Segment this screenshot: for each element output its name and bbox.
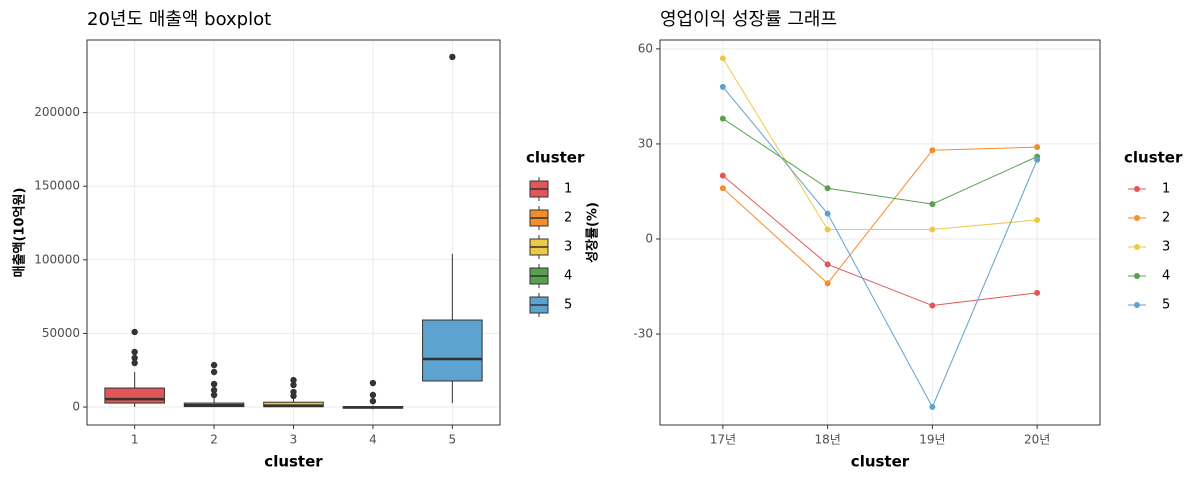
x-axis-title: cluster	[264, 453, 323, 471]
outlier	[210, 368, 218, 376]
y-tick-label: 60	[638, 41, 653, 55]
line	[722, 175, 1038, 307]
chart-title: 영업이익 성장률 그래프	[660, 9, 837, 30]
point	[719, 115, 726, 122]
y-tick-label: 100000	[34, 252, 80, 266]
y-axis-title: 성장률(%)	[585, 202, 601, 263]
point	[929, 403, 936, 410]
point	[929, 302, 936, 309]
y-tick-label: 30	[638, 136, 653, 150]
x-tick-label: 20년	[1024, 433, 1050, 447]
legend-label: 2	[1162, 211, 1170, 226]
point	[824, 185, 831, 192]
x-tick-label: 4	[369, 433, 377, 447]
legend-key	[1134, 273, 1140, 279]
x-tick-label: 19년	[919, 433, 945, 447]
point	[824, 226, 831, 233]
legend-label: 4	[564, 269, 572, 284]
point	[719, 185, 726, 192]
point	[719, 172, 726, 179]
point	[1034, 144, 1041, 151]
outlier	[369, 397, 377, 405]
legend-label: 5	[1162, 298, 1170, 313]
outlier	[290, 388, 297, 396]
x-tick-label: 17년	[710, 433, 736, 447]
y-tick-label: 50000	[42, 326, 80, 340]
legend-label: 2	[564, 211, 572, 226]
line	[722, 58, 1038, 230]
box	[422, 319, 483, 382]
point	[1034, 216, 1041, 223]
point	[929, 147, 936, 154]
outlier	[131, 348, 138, 356]
outlier	[210, 361, 218, 369]
outlier	[449, 53, 456, 61]
y-tick-label: 200000	[34, 105, 80, 119]
panel-border	[86, 39, 501, 426]
x-tick-label: 3	[290, 433, 298, 447]
line	[722, 118, 1038, 205]
y-axis-title: 매출액(10억원)	[12, 188, 28, 278]
legend-key	[1134, 302, 1140, 308]
line	[722, 146, 1038, 285]
legend-label: 1	[564, 182, 572, 197]
y-tick-label: -30	[633, 327, 653, 341]
box	[104, 387, 165, 404]
outlier	[131, 328, 138, 336]
point	[1034, 156, 1041, 163]
point	[1034, 289, 1041, 296]
legend-label: 4	[1162, 269, 1170, 284]
point	[929, 226, 936, 233]
legend-label: 1	[1162, 182, 1170, 197]
y-tick-label: 0	[645, 231, 653, 245]
legend-title: cluster	[1124, 149, 1183, 167]
x-axis-title: cluster	[851, 453, 910, 471]
point	[719, 55, 726, 62]
point	[824, 210, 831, 217]
outlier	[131, 354, 138, 362]
y-tick-label: 150000	[34, 179, 80, 193]
panel-border	[659, 39, 1101, 426]
point	[824, 261, 831, 268]
outlier	[369, 391, 377, 399]
outlier	[210, 386, 218, 394]
legend-key	[1134, 244, 1140, 250]
x-tick-label: 5	[449, 433, 457, 447]
x-tick-label: 1	[131, 433, 139, 447]
point	[929, 201, 936, 208]
panel-background	[660, 40, 1100, 425]
outlier	[290, 381, 297, 389]
legend-label: 3	[564, 240, 572, 255]
outlier	[210, 391, 218, 399]
x-tick-label: 18년	[814, 433, 840, 447]
outlier	[369, 379, 377, 387]
legend-key	[1134, 215, 1140, 221]
chart-title: 20년도 매출액 boxplot	[87, 9, 271, 30]
outlier	[290, 376, 297, 384]
y-tick-label: 0	[72, 400, 80, 414]
line	[722, 86, 1038, 409]
point	[824, 280, 831, 287]
legend-label: 5	[564, 298, 572, 313]
legend-key	[1134, 186, 1140, 192]
point	[719, 83, 726, 90]
outlier	[131, 359, 138, 367]
outlier	[210, 380, 218, 388]
x-tick-label: 2	[210, 433, 218, 447]
legend-label: 3	[1162, 240, 1170, 255]
legend-title: cluster	[526, 149, 585, 167]
